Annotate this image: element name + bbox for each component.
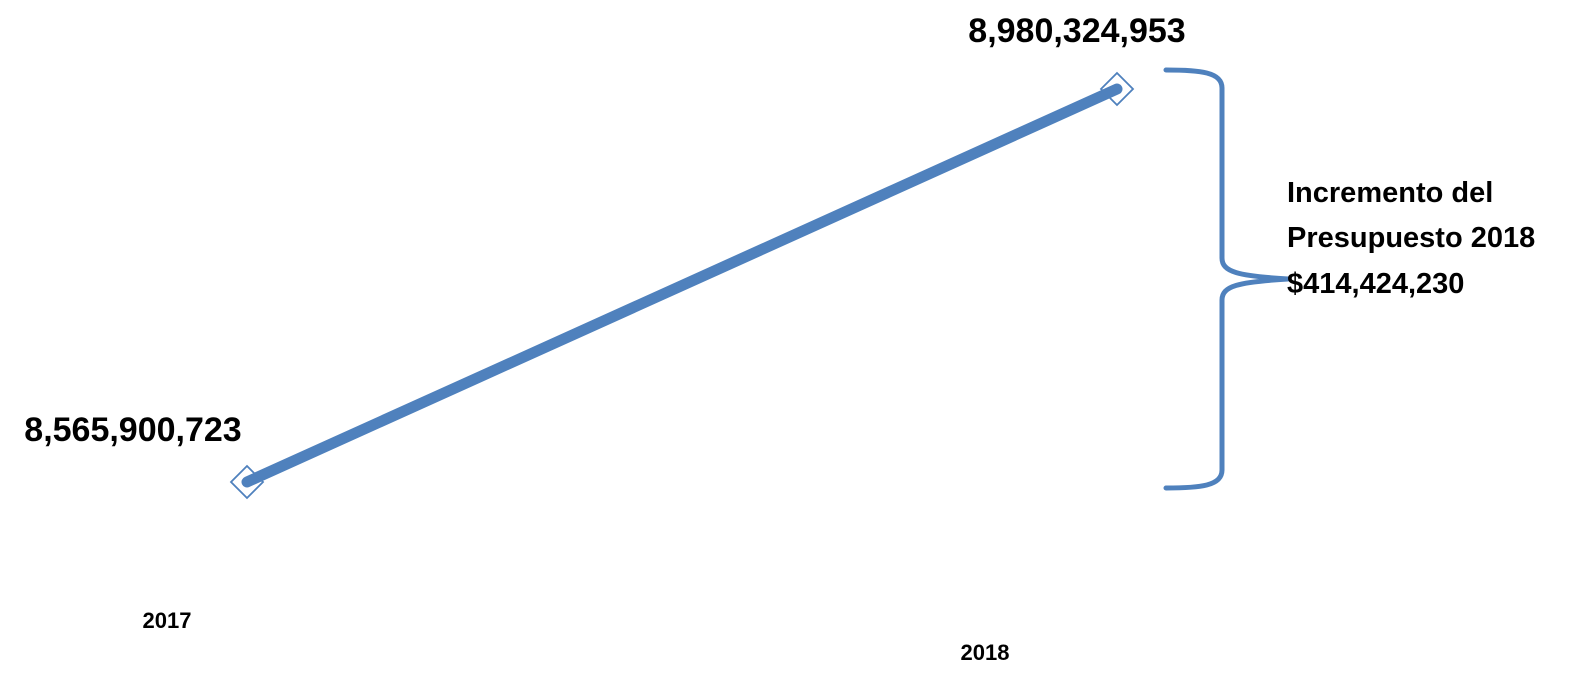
annotation-text-line: Incremento del <box>1287 177 1493 209</box>
category-label: 2017 <box>143 608 192 633</box>
data-point-marker <box>1099 71 1135 107</box>
category-label: 2018 <box>961 640 1010 665</box>
data-label: 8,565,900,723 <box>24 411 241 449</box>
brace-annotation <box>1163 67 1291 491</box>
series-line <box>241 83 1123 488</box>
data-point-marker <box>229 464 265 500</box>
annotation-text-line: $414,424,230 <box>1287 268 1464 300</box>
annotation-text-line: Presupuesto 2018 <box>1287 222 1535 254</box>
data-label: 8,980,324,953 <box>968 12 1185 50</box>
